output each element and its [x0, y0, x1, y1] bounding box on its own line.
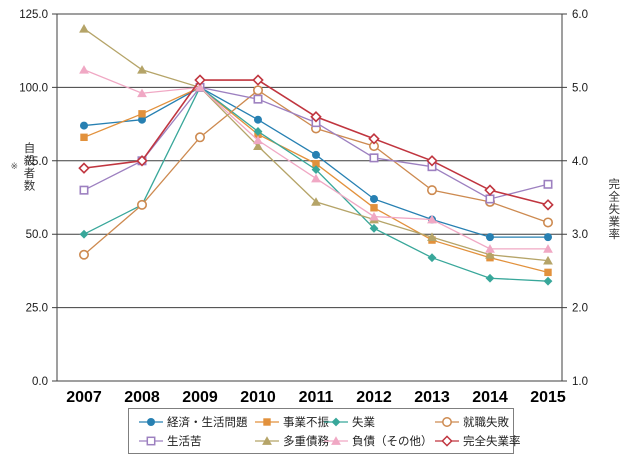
- legend-item-economy-life-problems: 経済・生活問題: [139, 414, 255, 430]
- legend-label: 生活苦: [167, 435, 202, 448]
- x-axis-year-label: 2012: [356, 389, 392, 406]
- plot-border: [56, 13, 563, 382]
- series-multiple-debts: [79, 23, 553, 265]
- x-axis-year-label: 2015: [530, 389, 566, 406]
- left-axis-tick-label: 100.0: [19, 82, 48, 94]
- right-axis-title-text: 完全失業率: [607, 178, 620, 241]
- legend-marker-square-filled: [255, 417, 279, 426]
- left-axis-tick-label: 75.0: [26, 156, 48, 168]
- legend-label: 多重債務: [283, 435, 329, 448]
- left-axis-title: 自殺者数 ※: [8, 142, 34, 192]
- x-axis-year-label: 2007: [66, 389, 102, 406]
- right-axis-tick-label: 3.0: [572, 229, 588, 241]
- legend-marker-diamond-filled: [324, 417, 348, 426]
- legend-item-unemployment: 失業: [324, 414, 435, 430]
- series-economy-life-problems: [80, 83, 552, 242]
- x-axis-year-label: 2014: [472, 389, 508, 406]
- x-axis-year-label: 2011: [299, 389, 334, 406]
- x-axis-year-label: 2009: [182, 389, 218, 406]
- legend-label: 完全失業率: [463, 435, 521, 448]
- legend-item-business-slump: 事業不振: [255, 414, 329, 430]
- legend-label: 失業: [352, 416, 375, 429]
- x-axis-year-label: 2008: [124, 389, 160, 406]
- right-axis-tick-label: 4.0: [572, 156, 588, 168]
- chart-legend: 経済・生活問題 事業不振 失業 就職失敗生活苦 多重債務 負債（その他） 完全失業率: [128, 408, 521, 454]
- left-axis-tick-label: 125.0: [19, 9, 48, 21]
- left-axis-tick-label: 50.0: [26, 229, 48, 241]
- left-axis-title-text: 自殺者数: [22, 142, 35, 192]
- legend-label: 経済・生活問題: [167, 416, 248, 429]
- x-axis-year-label: 2010: [240, 389, 276, 406]
- legend-marker-triangle-filled: [255, 435, 279, 445]
- x-axis-year-label: 2013: [414, 389, 450, 406]
- legend-label: 事業不振: [283, 416, 329, 429]
- series-debts-other: [79, 65, 553, 253]
- legend-marker-circle-open: [435, 416, 459, 427]
- right-axis-tick-label: 6.0: [572, 9, 588, 21]
- series-job-hunting-failure: [79, 85, 553, 260]
- legend-item-life-hardship: 生活苦: [139, 433, 255, 449]
- right-axis-title: 完全失業率: [606, 178, 619, 241]
- legend-label: 就職失敗: [463, 416, 509, 429]
- left-axis-tick-label: 0.0: [32, 376, 48, 388]
- right-axis-tick-label: 2.0: [572, 303, 588, 315]
- legend-item-debts-other: 負債（その他）: [324, 433, 435, 449]
- series-unemployment-rate: [78, 74, 554, 211]
- legend-marker-triangle-filled: [324, 435, 348, 445]
- legend-marker-diamond-open: [435, 434, 459, 447]
- left-axis-tick-label: 25.0: [26, 303, 48, 315]
- legend-item-unemployment-rate: 完全失業率: [435, 433, 521, 449]
- legend-marker-square-open: [139, 436, 163, 445]
- legend-marker-circle-filled: [139, 417, 163, 426]
- right-axis-tick-label: 1.0: [572, 376, 588, 388]
- right-axis-tick-label: 5.0: [572, 82, 588, 94]
- legend-item-job-hunting-failure: 就職失敗: [435, 414, 521, 430]
- legend-label: 負債（その他）: [352, 435, 433, 448]
- left-axis-note-mark: ※: [10, 161, 21, 173]
- legend-item-multiple-debts: 多重債務: [255, 433, 329, 449]
